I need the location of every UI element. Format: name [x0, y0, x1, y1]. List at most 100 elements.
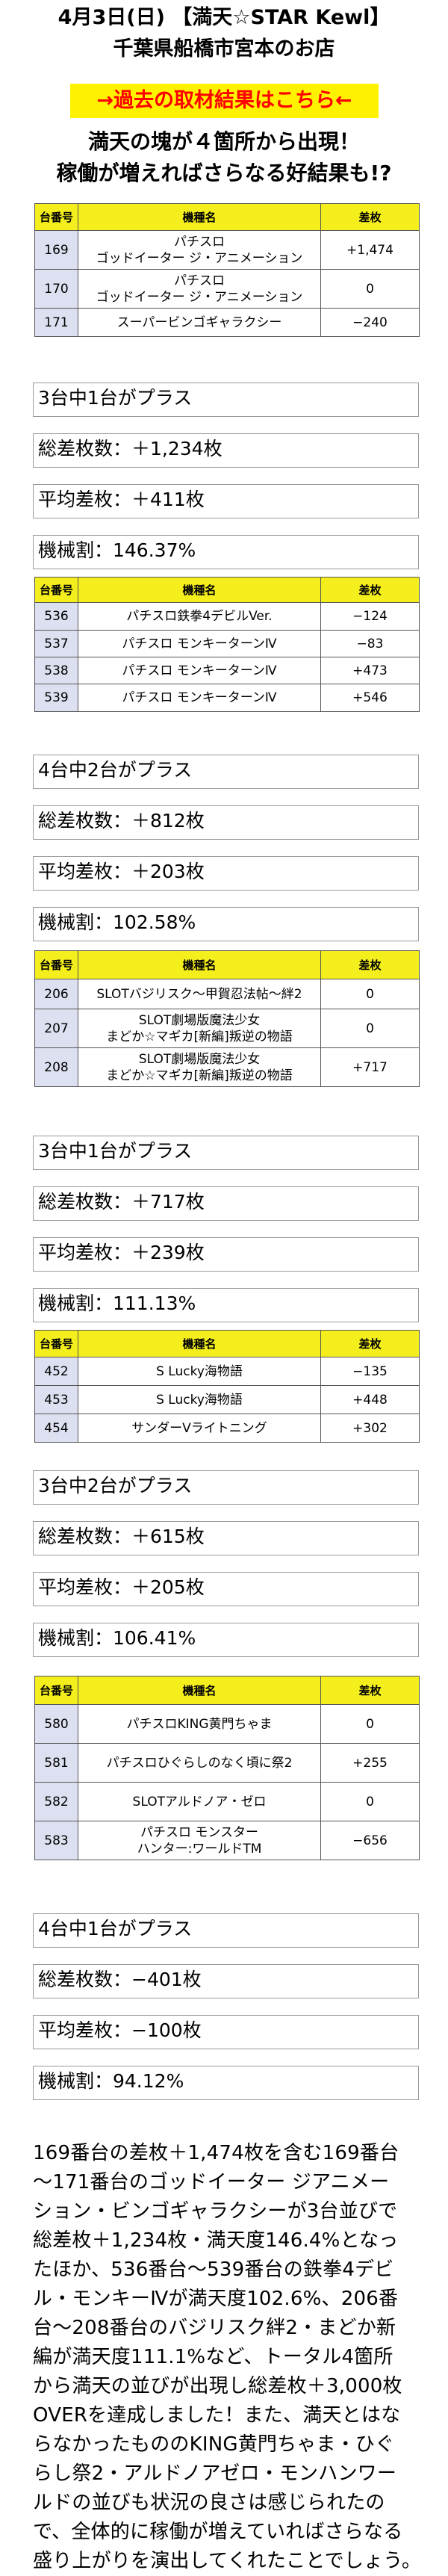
header-diff: 差枚 — [320, 203, 420, 231]
table-row: 537 パチスロ モンキーターンⅣ −83 — [34, 630, 420, 657]
results-table: 台番号 機種名 差枚 536 パチスロ鉄拳4デビルVer. −124 537 パチスロ モンキ… — [34, 577, 420, 712]
header-machine-name: 機種名 — [78, 203, 321, 231]
summary-average-diff: 平均差枚：＋239枚 — [33, 1237, 419, 1272]
machine-name: S Lucky海物語 — [78, 1385, 321, 1414]
summary-payout-rate: 機械割：102.58% — [33, 907, 419, 941]
diff-value: 0 — [320, 1782, 420, 1821]
paragraph-line: 台～208番台のバジリスク絆2・まどか新 — [33, 2317, 396, 2339]
machine-name: パチスロ ゴッドイーター ジ・アニメーション — [78, 269, 321, 309]
table-header-row: 台番号 機種名 差枚 — [34, 1330, 420, 1357]
machine-name-line: SLOTアルドノア・ゼロ — [132, 1794, 267, 1809]
machine-name-line: パチスロ — [174, 234, 225, 250]
paragraph-line: ル・モンキーⅣが満天度102.6%、206番 — [33, 2288, 399, 2310]
summary-payout-rate: 機械割：111.13% — [33, 1288, 419, 1322]
summary-average-diff: 平均差枚：−100枚 — [33, 2015, 419, 2049]
machine-number: 206 — [34, 979, 78, 1009]
diff-value: −124 — [320, 602, 420, 631]
machine-name-line: ゴッドイーター ジ・アニメーション — [96, 250, 303, 266]
machine-name-line: まどか☆マギカ[新編]叛逆の物語 — [106, 1068, 293, 1083]
page-title: 4月3日(日) 【満天☆STAR Kewl】 — [57, 6, 391, 29]
machine-name-line: S Lucky海物語 — [156, 1363, 243, 1379]
machine-number: 583 — [34, 1821, 78, 1860]
machine-name-line: パチスロ モンスター — [140, 1824, 259, 1840]
diff-value: 0 — [320, 1704, 420, 1744]
machine-name: SLOTアルドノア・ゼロ — [78, 1782, 321, 1821]
summary-payout-rate: 機械割：94.12% — [33, 2066, 419, 2100]
diff-value: −135 — [320, 1357, 420, 1386]
machine-name: スーパービンゴギャラクシー — [78, 308, 321, 337]
paragraph-line: で、全体的に稼働が増えていればさらなる — [33, 2521, 403, 2543]
summary-payout-rate: 機械割：106.41% — [33, 1623, 419, 1657]
machine-name-line: パチスロ モンキーターンⅣ — [122, 636, 277, 651]
diff-value: −240 — [320, 308, 420, 337]
table-row: 538 パチスロ モンキーターンⅣ +473 — [34, 657, 420, 684]
machine-number: 170 — [34, 269, 78, 309]
paragraph-line: 編が満天度111.1%など、トータル4箇所 — [33, 2346, 393, 2368]
header-diff: 差枚 — [320, 1676, 420, 1705]
table-row: 207 SLOT劇場版魔法少女 まどか☆マギカ[新編]叛逆の物語 0 — [34, 1009, 420, 1048]
summary-total-diff: 総差枚数：＋615枚 — [33, 1521, 419, 1555]
machine-name-line: パチスロKING黄門ちゃま — [126, 1716, 273, 1732]
paragraph-line: 盛り上がりを演出してくれたことでしょう。 — [33, 2550, 422, 2572]
machine-number: 208 — [34, 1047, 78, 1087]
table-header-row: 台番号 機種名 差枚 — [34, 1676, 420, 1705]
machine-name-line: パチスロ モンキーターンⅣ — [122, 663, 277, 678]
diff-value: +255 — [320, 1743, 420, 1783]
header-machine-number: 台番号 — [34, 1330, 78, 1357]
diff-value: +717 — [320, 1047, 420, 1087]
summary-plus-count: 4台中2台がプラス — [33, 755, 419, 789]
past-results-link[interactable]: →過去の取材結果はこちら← — [70, 84, 379, 118]
diff-value: 0 — [320, 269, 420, 309]
machine-name: パチスロひぐらしのなく頃に祭2 — [78, 1743, 321, 1783]
machine-name-line: SLOT劇場版魔法少女 — [138, 1051, 261, 1067]
table-row: 581 パチスロひぐらしのなく頃に祭2 +255 — [34, 1743, 420, 1783]
lead-line-1: 満天の塊が４箇所から出現！ — [87, 129, 360, 154]
diff-value: 0 — [320, 979, 420, 1009]
paragraph-line: 169番台の差枚＋1,474枚を含む169番台 — [33, 2142, 399, 2164]
machine-number: 454 — [34, 1414, 78, 1443]
header-machine-number: 台番号 — [34, 203, 78, 231]
store-location: 千葉県船橋市宮本のお店 — [113, 37, 335, 61]
diff-value: +448 — [320, 1385, 420, 1414]
header-machine-number: 台番号 — [34, 1676, 78, 1705]
machine-name: S Lucky海物語 — [78, 1357, 321, 1386]
machine-name-line: パチスロひぐらしのなく頃に祭2 — [106, 1755, 293, 1771]
machine-name: パチスロ モンキーターンⅣ — [78, 630, 321, 657]
header-diff: 差枚 — [320, 1330, 420, 1357]
header-machine-name: 機種名 — [78, 950, 321, 979]
table-row: 583 パチスロ モンスター ハンター:ワールドTM −656 — [34, 1821, 420, 1860]
table-row: 454 サンダーVライトニング +302 — [34, 1414, 420, 1443]
machine-number: 539 — [34, 684, 78, 712]
machine-name: パチスロ鉄拳4デビルVer. — [78, 602, 321, 631]
summary-plus-count: 4台中1台がプラス — [33, 1913, 419, 1948]
machine-number: 171 — [34, 308, 78, 337]
header-diff: 差枚 — [320, 950, 420, 979]
table-row: 206 SLOTバジリスク～甲賀忍法帖～絆2 0 — [34, 979, 420, 1009]
machine-name-line: SLOTバジリスク～甲賀忍法帖～絆2 — [96, 986, 302, 1002]
paragraph-line: らなかったもののKING黄門ちゃま・ひぐ — [33, 2433, 395, 2456]
machine-name-line: パチスロ鉄拳4デビルVer. — [126, 609, 273, 624]
summary-total-diff: 総差枚数：＋717枚 — [33, 1186, 419, 1221]
results-table: 台番号 機種名 差枚 580 パチスロKING黄門ちゃま 0 581 パチスロひぐらしのなく頃… — [34, 1676, 420, 1860]
machine-name: パチスロKING黄門ちゃま — [78, 1704, 321, 1744]
diff-value: +546 — [320, 684, 420, 712]
table-row: 452 S Lucky海物語 −135 — [34, 1357, 420, 1386]
diff-value: 0 — [320, 1009, 420, 1048]
summary-payout-rate: 機械割：146.37% — [33, 535, 419, 569]
summary-average-diff: 平均差枚：＋205枚 — [33, 1572, 419, 1606]
table-row: 536 パチスロ鉄拳4デビルVer. −124 — [34, 602, 420, 631]
paragraph-line: 総差枚＋1,234枚・満天度146.4%となっ — [33, 2229, 399, 2252]
table-row: 580 パチスロKING黄門ちゃま 0 — [34, 1704, 420, 1744]
machine-number: 538 — [34, 657, 78, 684]
header-machine-number: 台番号 — [34, 950, 78, 979]
machine-name-line: パチスロ — [174, 273, 225, 288]
machine-number: 582 — [34, 1782, 78, 1821]
summary-paragraph: 169番台の差枚＋1,474枚を含む169番台 ～171番台のゴッドイーター ジア… — [33, 2139, 421, 2576]
results-table: 台番号 機種名 差枚 169 パチスロ ゴッドイーター ジ・アニメーション +1,474 17… — [34, 203, 420, 337]
header-machine-name: 機種名 — [78, 1330, 321, 1357]
table-row: 539 パチスロ モンキーターンⅣ +546 — [34, 684, 420, 712]
machine-name-line: ゴッドイーター ジ・アニメーション — [96, 289, 303, 305]
diff-value: −656 — [320, 1821, 420, 1860]
summary-total-diff: 総差枚数：＋812枚 — [33, 805, 419, 840]
